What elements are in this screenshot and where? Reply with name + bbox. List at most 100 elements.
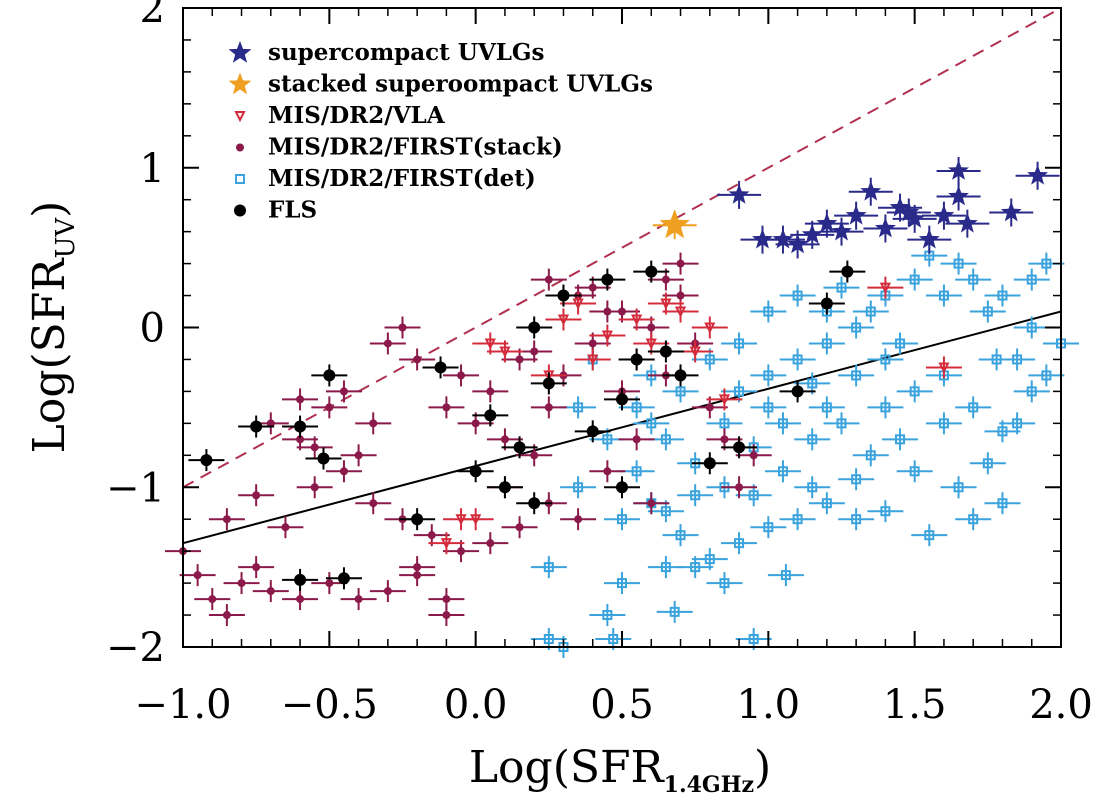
- data-point: [748, 490, 759, 501]
- data-point: [763, 306, 774, 317]
- data-point: [369, 419, 378, 428]
- data-point: [398, 323, 407, 332]
- data-point: [543, 634, 554, 645]
- data-point: [851, 474, 862, 485]
- data-point: [572, 298, 584, 310]
- data-point: [801, 223, 823, 244]
- data-point: [1026, 322, 1037, 333]
- data-point: [631, 314, 643, 326]
- data-point: [821, 498, 832, 509]
- data-point: [816, 212, 838, 233]
- data-point: [807, 482, 818, 493]
- data-point: [982, 306, 993, 317]
- data-point: [748, 634, 759, 645]
- data-point: [530, 451, 539, 460]
- data-point: [659, 345, 672, 358]
- data-point: [1012, 354, 1023, 365]
- data-point: [252, 491, 261, 500]
- data-point: [879, 282, 892, 294]
- data-point: [895, 338, 906, 349]
- data-point: [880, 354, 891, 365]
- y-axis-label-close: ): [24, 201, 75, 218]
- data-point: [676, 259, 685, 268]
- data-point: [647, 499, 656, 508]
- data-point: [841, 265, 854, 278]
- data-point: [513, 441, 526, 454]
- data-point: [703, 457, 716, 470]
- data-point: [865, 306, 876, 317]
- data-point: [484, 409, 497, 422]
- data-point: [544, 403, 553, 412]
- data-point: [498, 481, 511, 494]
- data-point: [909, 466, 920, 477]
- data-point: [200, 454, 213, 467]
- data-point: [616, 481, 628, 494]
- data-point: [413, 563, 422, 572]
- data-point: [763, 522, 774, 533]
- data-point: [831, 220, 852, 241]
- data-point: [851, 514, 862, 525]
- data-point: [777, 418, 788, 429]
- data-point: [543, 370, 555, 382]
- data-point: [222, 611, 231, 620]
- data-point: [486, 387, 495, 396]
- x-tick-label: 2.0: [1029, 682, 1093, 728]
- series-mis-dr2-vla: [428, 276, 962, 555]
- data-point: [938, 290, 949, 301]
- x-tick-label: 1.0: [737, 682, 801, 728]
- data-point: [719, 418, 730, 429]
- data-point: [250, 420, 263, 433]
- data-point: [317, 452, 330, 465]
- data-point: [573, 482, 584, 493]
- data-point: [530, 347, 539, 356]
- data-point: [821, 338, 832, 349]
- data-point: [310, 443, 319, 452]
- data-point: [1041, 370, 1052, 381]
- data-point: [630, 353, 643, 366]
- data-point: [791, 385, 804, 398]
- data-point: [880, 402, 891, 413]
- data-point: [968, 274, 979, 285]
- data-point: [587, 354, 599, 366]
- data-point: [660, 434, 671, 445]
- data-point: [574, 515, 583, 524]
- data-point: [544, 275, 553, 284]
- data-point: [953, 258, 964, 269]
- data-point: [845, 204, 867, 225]
- data-point: [889, 196, 911, 217]
- data-point: [296, 395, 305, 404]
- data-point: [924, 530, 935, 541]
- data-point: [296, 435, 305, 444]
- x-tick-label: 0.0: [444, 682, 508, 728]
- data-point: [904, 207, 926, 228]
- x-axis-label: Log(SFR1.4GHz): [469, 742, 771, 796]
- x-tick-label: −0.5: [281, 682, 378, 728]
- data-point: [618, 307, 626, 316]
- data-point: [1000, 201, 1022, 222]
- data-point: [938, 362, 950, 374]
- data-point: [434, 361, 447, 374]
- data-point: [860, 180, 882, 201]
- data-point: [836, 282, 847, 293]
- legend-item: FLS: [234, 197, 317, 224]
- data-point: [296, 595, 305, 604]
- data-point: [325, 403, 334, 412]
- data-point: [442, 611, 451, 620]
- data-point: [469, 465, 482, 478]
- data-point: [645, 265, 658, 278]
- data-point: [222, 515, 231, 524]
- legend-item: stacked superoompact UVLGs: [228, 71, 653, 98]
- data-point: [918, 228, 940, 249]
- data-point: [720, 435, 729, 444]
- data-point: [734, 386, 745, 397]
- legend-marker: [236, 143, 244, 152]
- reference-line-solid: [182, 310, 1062, 545]
- legend-item: supercompact UVLGs: [228, 39, 544, 66]
- x-axis-label-subscript: 1.4GHz: [664, 772, 754, 796]
- data-point: [354, 451, 363, 460]
- data-point: [294, 420, 307, 433]
- data-point: [997, 426, 1008, 437]
- data-point: [749, 451, 758, 460]
- data-point: [484, 338, 496, 350]
